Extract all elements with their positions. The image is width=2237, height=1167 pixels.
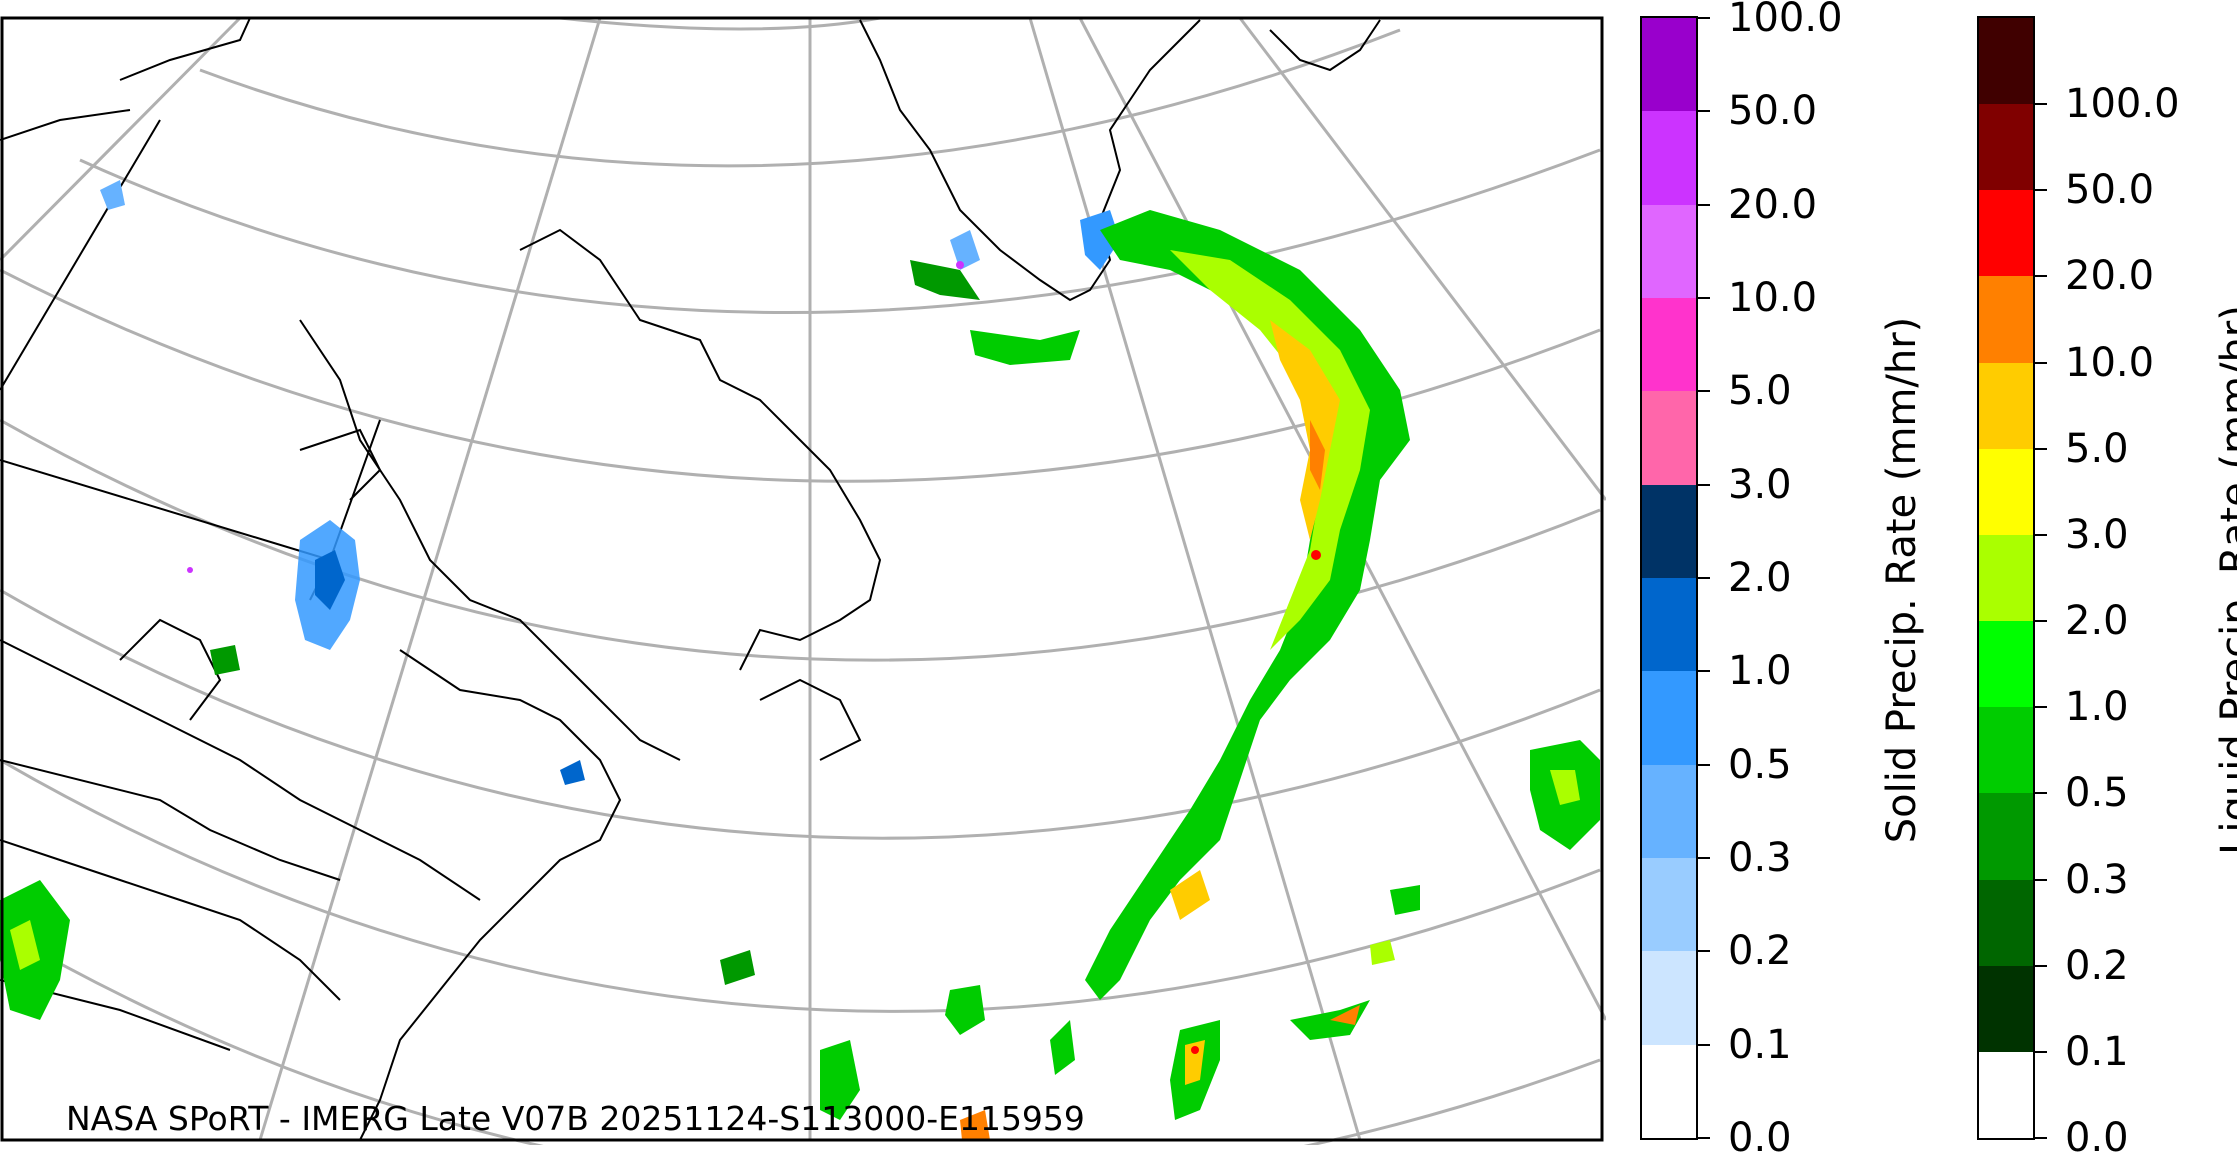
liquid-colorbar-segment: [1979, 275, 2033, 363]
solid-colorbar-segment: [1642, 1044, 1696, 1138]
liquid-colorbar-segment: [1979, 706, 2033, 794]
liquid-colorbar-tick-mark: [2035, 361, 2047, 364]
solid-colorbar-tick-label: 5.0: [1728, 368, 1792, 415]
solid-colorbar-segment: [1642, 484, 1696, 578]
solid-colorbar-segment: [1642, 950, 1696, 1045]
liquid-colorbar-tick-mark: [2035, 792, 2047, 795]
solid-colorbar-segment: [1642, 577, 1696, 672]
solid-colorbar-tick-mark: [1698, 297, 1710, 299]
liquid-colorbar-tick-mark: [2035, 706, 2047, 709]
solid-precip-colorbar-title: Solid Precip. Rate (mm/hr): [1879, 316, 1925, 844]
liquid-colorbar-segment: [1979, 17, 2033, 105]
liquid-colorbar-tick-mark: [2035, 1137, 2047, 1139]
solid-colorbar-segment: [1642, 297, 1696, 392]
solid-colorbar-tick-label: 1.0: [1728, 648, 1792, 695]
solid-colorbar-tick-label: 10.0: [1728, 275, 1818, 321]
solid-colorbar-tick-mark: [1698, 763, 1710, 766]
liquid-colorbar-segment: [1979, 620, 2033, 708]
solid-colorbar-segment: [1642, 110, 1696, 205]
liquid-colorbar-segment: [1979, 965, 2033, 1052]
liquid-colorbar-tick-mark: [2035, 964, 2047, 967]
solid-colorbar-tick-mark: [1698, 390, 1710, 393]
solid-colorbar-tick-label: 0.3: [1728, 835, 1792, 881]
solid-colorbar-tick-label: 50.0: [1728, 88, 1818, 135]
map-canvas: NASA SPoRT - IMERG Late V07B 20251124-S1…: [0, 16, 1606, 1145]
liquid-colorbar-tick-label: 0.2: [2065, 942, 2129, 989]
solid-colorbar-tick-mark: [1698, 1043, 1710, 1046]
liquid-colorbar-tick-label: 2.0: [2065, 598, 2129, 645]
liquid-colorbar-tick-mark: [2035, 878, 2047, 881]
liquid-colorbar-segment: [1979, 879, 2033, 966]
liquid-colorbar-tick-mark: [2035, 275, 2047, 278]
solid-colorbar-tick-mark: [1698, 17, 1710, 19]
solid-colorbar-tick-label: 100.0: [1728, 0, 1843, 41]
solid-colorbar-segment: [1642, 670, 1696, 765]
liquid-colorbar-segment: [1979, 1051, 2033, 1138]
liquid-precip-colorbar-title: Liquid Precip. Rate (mm/hr): [2213, 305, 2237, 855]
liquid-colorbar-segment: [1979, 448, 2033, 535]
coastlines: [0, 17, 1381, 1141]
precipitation-map: NASA SPoRT - IMERG Late V07B 20251124-S1…: [0, 16, 1606, 1145]
liquid-colorbar-tick-label: 10.0: [2065, 339, 2155, 386]
liquid-colorbar-tick-mark: [2035, 447, 2047, 450]
liquid-colorbar-segment: [1979, 189, 2033, 277]
solid-colorbar-tick-label: 20.0: [1728, 181, 1818, 228]
solid-colorbar-tick-mark: [1698, 110, 1710, 113]
solid-colorbar-segment: [1642, 857, 1696, 952]
liquid-colorbar-tick-mark: [2035, 533, 2047, 536]
solid-colorbar-tick-mark: [1698, 670, 1710, 673]
solid-colorbar-segment: [1642, 17, 1696, 112]
solid-colorbar-tick-mark: [1698, 1137, 1710, 1139]
liquid-colorbar-tick-label: 0.1: [2065, 1028, 2129, 1075]
liquid-colorbar-tick-label: 5.0: [2065, 425, 2129, 472]
liquid-colorbar-segment: [1979, 792, 2033, 880]
liquid-colorbar-segment: [1979, 103, 2033, 191]
liquid-precip-areas: [0, 210, 1600, 1140]
solid-colorbar-tick-mark: [1698, 577, 1710, 579]
solid-colorbar-tick-label: 0.2: [1728, 928, 1792, 975]
solid-colorbar-tick-label: 3.0: [1728, 461, 1792, 508]
liquid-colorbar-tick-label: 3.0: [2065, 511, 2129, 558]
solid-colorbar-tick-label: 0.5: [1728, 741, 1792, 788]
liquid-colorbar-tick-label: 0.5: [2065, 770, 2129, 817]
liquid-colorbar-segment: [1979, 362, 2033, 449]
solid-colorbar-tick-mark: [1698, 950, 1710, 953]
liquid-colorbar-tick-label: 0.3: [2065, 856, 2129, 903]
liquid-colorbar-tick-label: 1.0: [2065, 684, 2129, 731]
solid-colorbar-tick-label: 0.1: [1728, 1021, 1792, 1068]
liquid-colorbar-tick-mark: [2035, 103, 2047, 106]
solid-colorbar-tick-mark: [1698, 203, 1710, 206]
solid-colorbar-segment: [1642, 204, 1696, 298]
liquid-colorbar-tick-label: 100.0: [2065, 81, 2180, 128]
solid-precip-colorbar: [1640, 16, 1698, 1140]
map-credit: NASA SPoRT - IMERG Late V07B 20251124-S1…: [66, 1099, 1085, 1138]
liquid-colorbar-tick-label: 20.0: [2065, 253, 2155, 300]
solid-colorbar-tick-mark: [1698, 857, 1710, 859]
solid-colorbar-tick-label: 0.0: [1728, 1115, 1792, 1161]
liquid-colorbar-segment: [1979, 534, 2033, 622]
liquid-colorbar-tick-label: 0.0: [2065, 1115, 2129, 1161]
liquid-colorbar-tick-label: 50.0: [2065, 167, 2155, 214]
solid-colorbar-segment: [1642, 390, 1696, 485]
liquid-colorbar-tick-mark: [2035, 189, 2047, 192]
solid-colorbar-tick-mark: [1698, 483, 1710, 486]
liquid-colorbar-tick-mark: [2035, 620, 2047, 623]
liquid-colorbar-tick-mark: [2035, 1050, 2047, 1053]
liquid-precip-colorbar: [1977, 16, 2035, 1140]
solid-colorbar-segment: [1642, 764, 1696, 858]
solid-colorbar-tick-label: 2.0: [1728, 555, 1792, 601]
graticule: [0, 16, 1606, 1145]
solid-precip-areas: [100, 180, 1120, 785]
